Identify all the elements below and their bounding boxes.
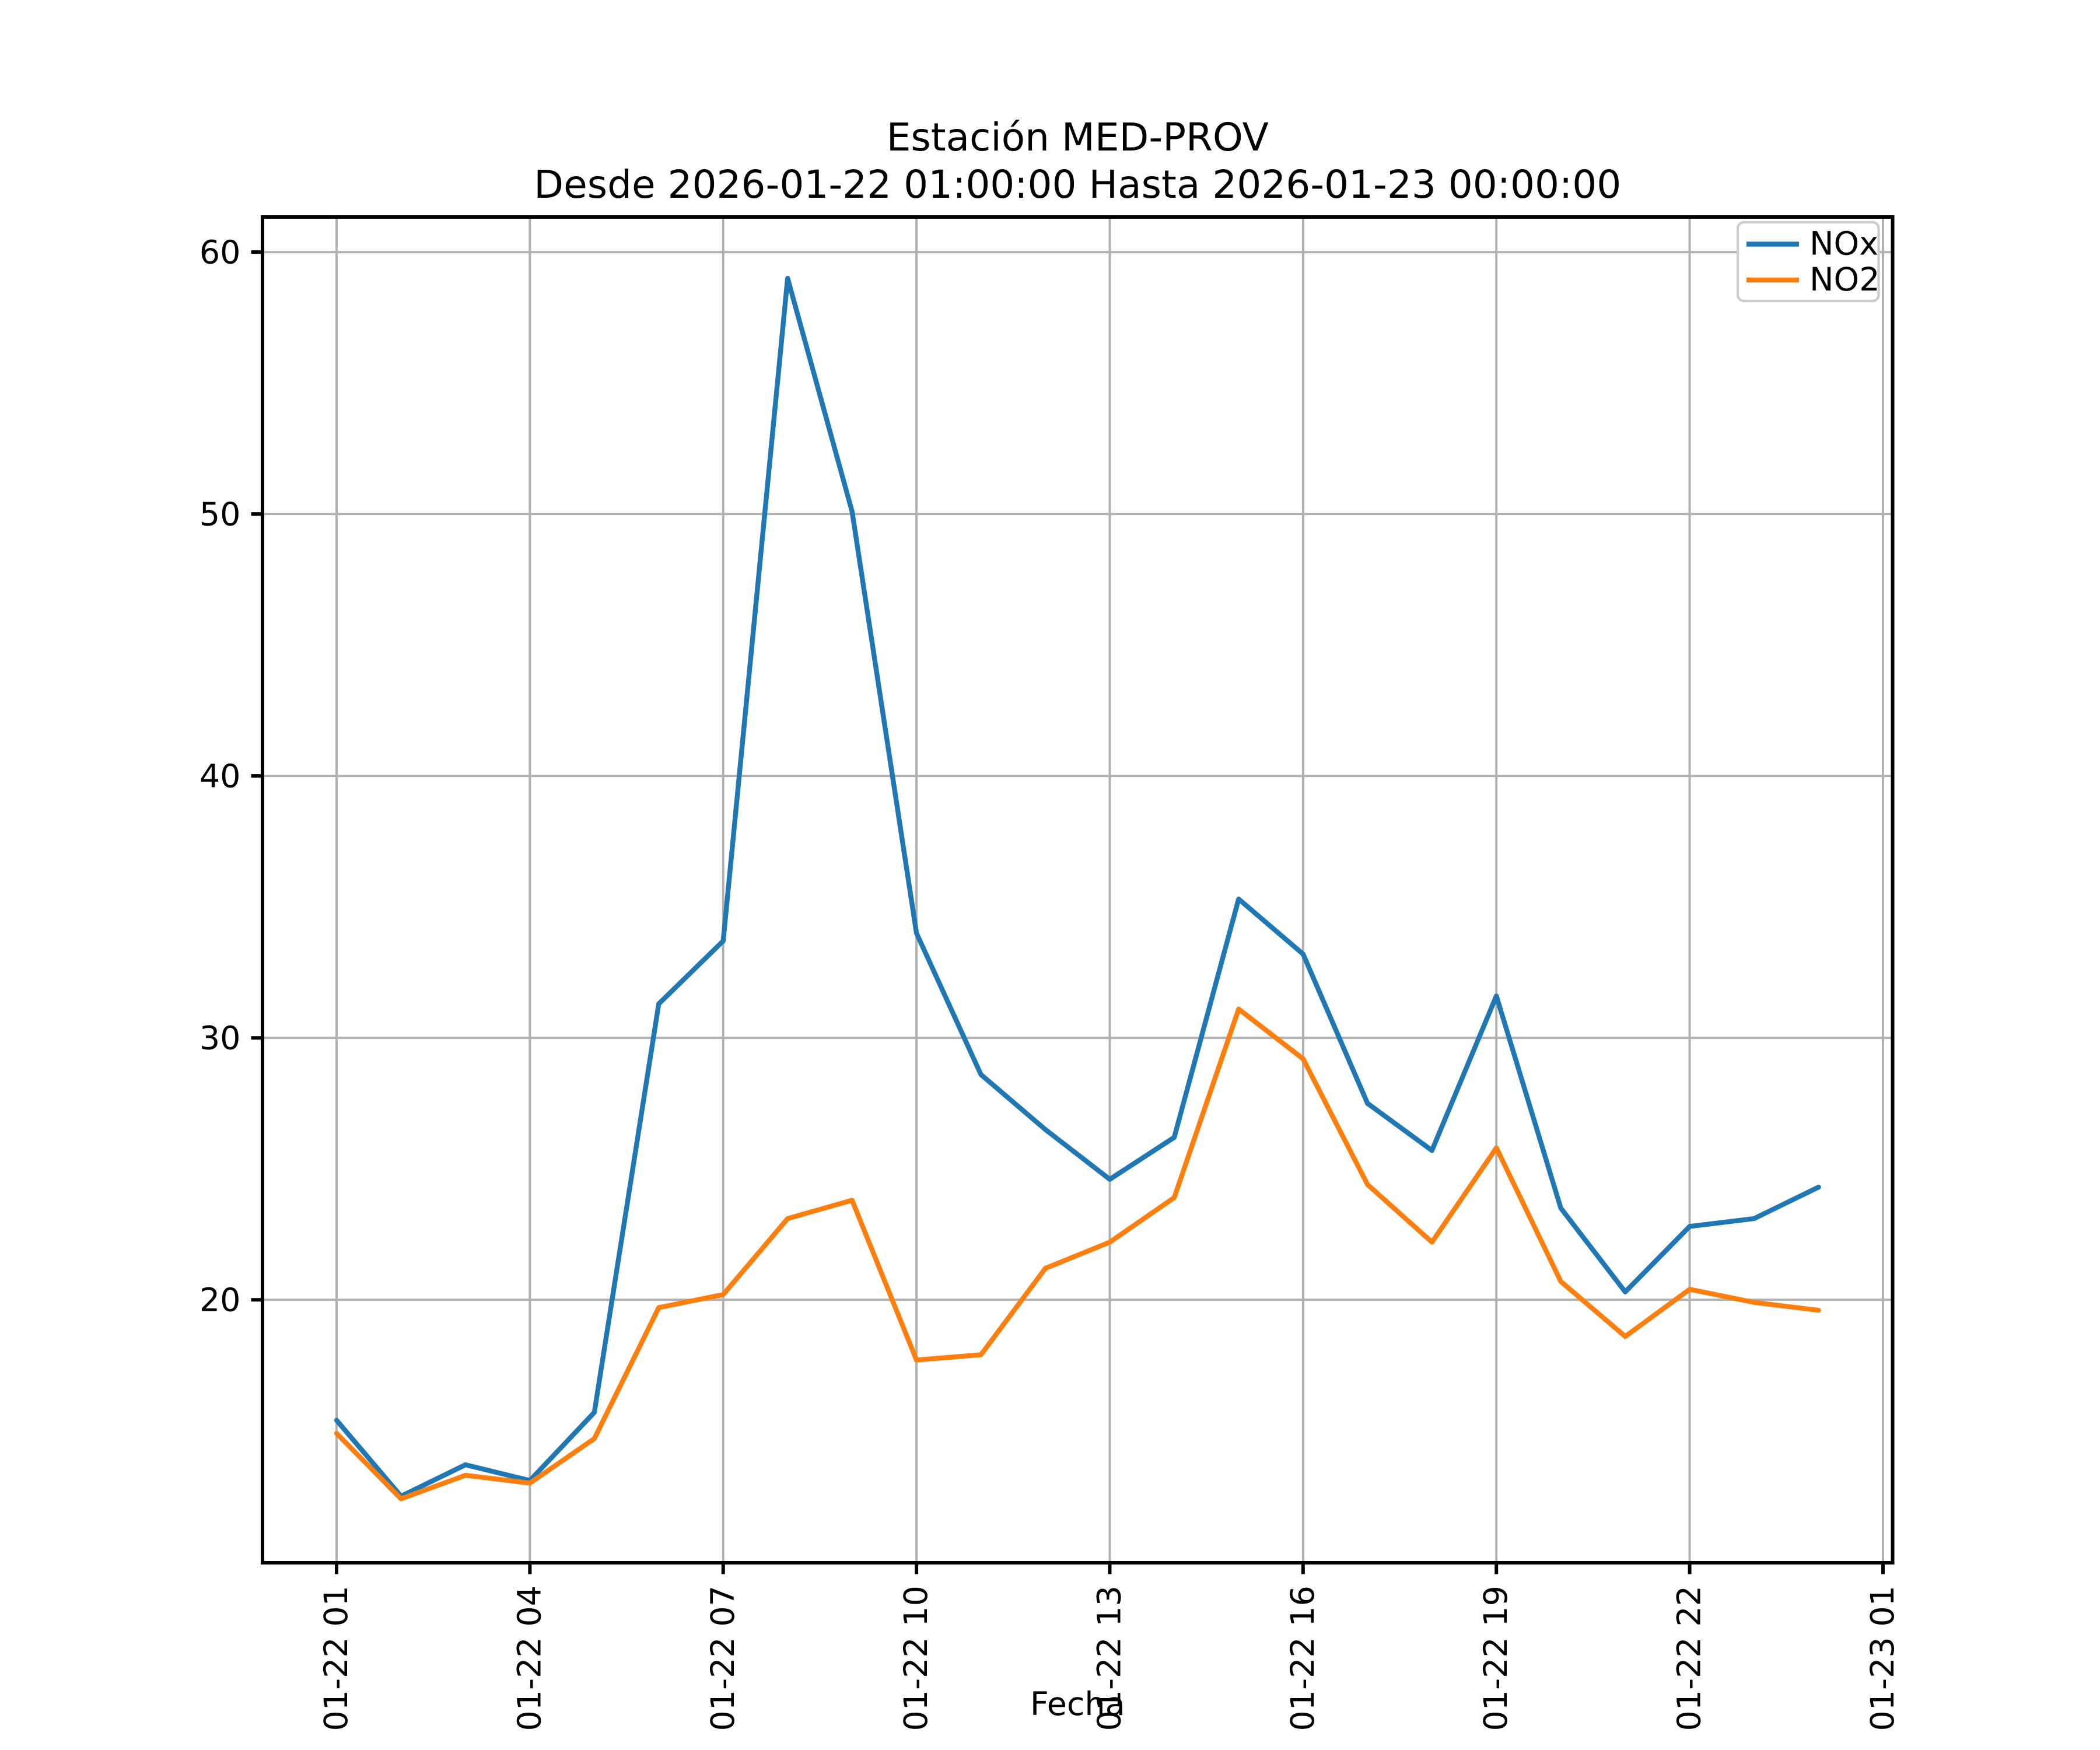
- y-tick-label: 60: [200, 234, 241, 272]
- series-line-nox: [334, 275, 1821, 1499]
- y-tick-label: 30: [200, 1020, 241, 1058]
- x-tick-label: 01-22 16: [1284, 1586, 1322, 1731]
- series-line-no2: [334, 1006, 1821, 1502]
- grid-layer: [262, 217, 1893, 1563]
- axes-layer: [251, 215, 1895, 1574]
- y-tick-label: 50: [200, 496, 241, 534]
- x-tick-label: 01-22 19: [1477, 1586, 1515, 1731]
- x-tick-label: 01-22 13: [1090, 1586, 1128, 1731]
- text-layer: 01-22 01 01-22 04 01-22 07 01-22 10 01-22 13…: [200, 115, 1902, 1731]
- x-tick-label: 01-22 04: [510, 1586, 548, 1731]
- y-tick-label: 40: [200, 758, 241, 796]
- x-tick-label: 01-23 01: [1864, 1586, 1902, 1731]
- series-layer: [334, 275, 1821, 1502]
- y-tick-label: 20: [200, 1282, 241, 1320]
- x-tick-label: 01-22 10: [897, 1586, 935, 1731]
- chart-title: Estación MED-PROV: [887, 115, 1269, 160]
- x-axis-label: Fecha: [1030, 1685, 1125, 1723]
- x-tick-label: 01-22 07: [704, 1586, 742, 1731]
- legend-label-nox: NOx: [1810, 225, 1878, 263]
- plot-border: [261, 215, 1895, 1564]
- x-tick-label: 01-22 01: [317, 1586, 355, 1731]
- legend-label-no2: NO2: [1810, 261, 1880, 299]
- chart-subtitle: Desde 2026-01-22 01:00:00 Hasta 2026-01-…: [534, 162, 1621, 207]
- x-tick-label: 01-22 22: [1671, 1586, 1709, 1731]
